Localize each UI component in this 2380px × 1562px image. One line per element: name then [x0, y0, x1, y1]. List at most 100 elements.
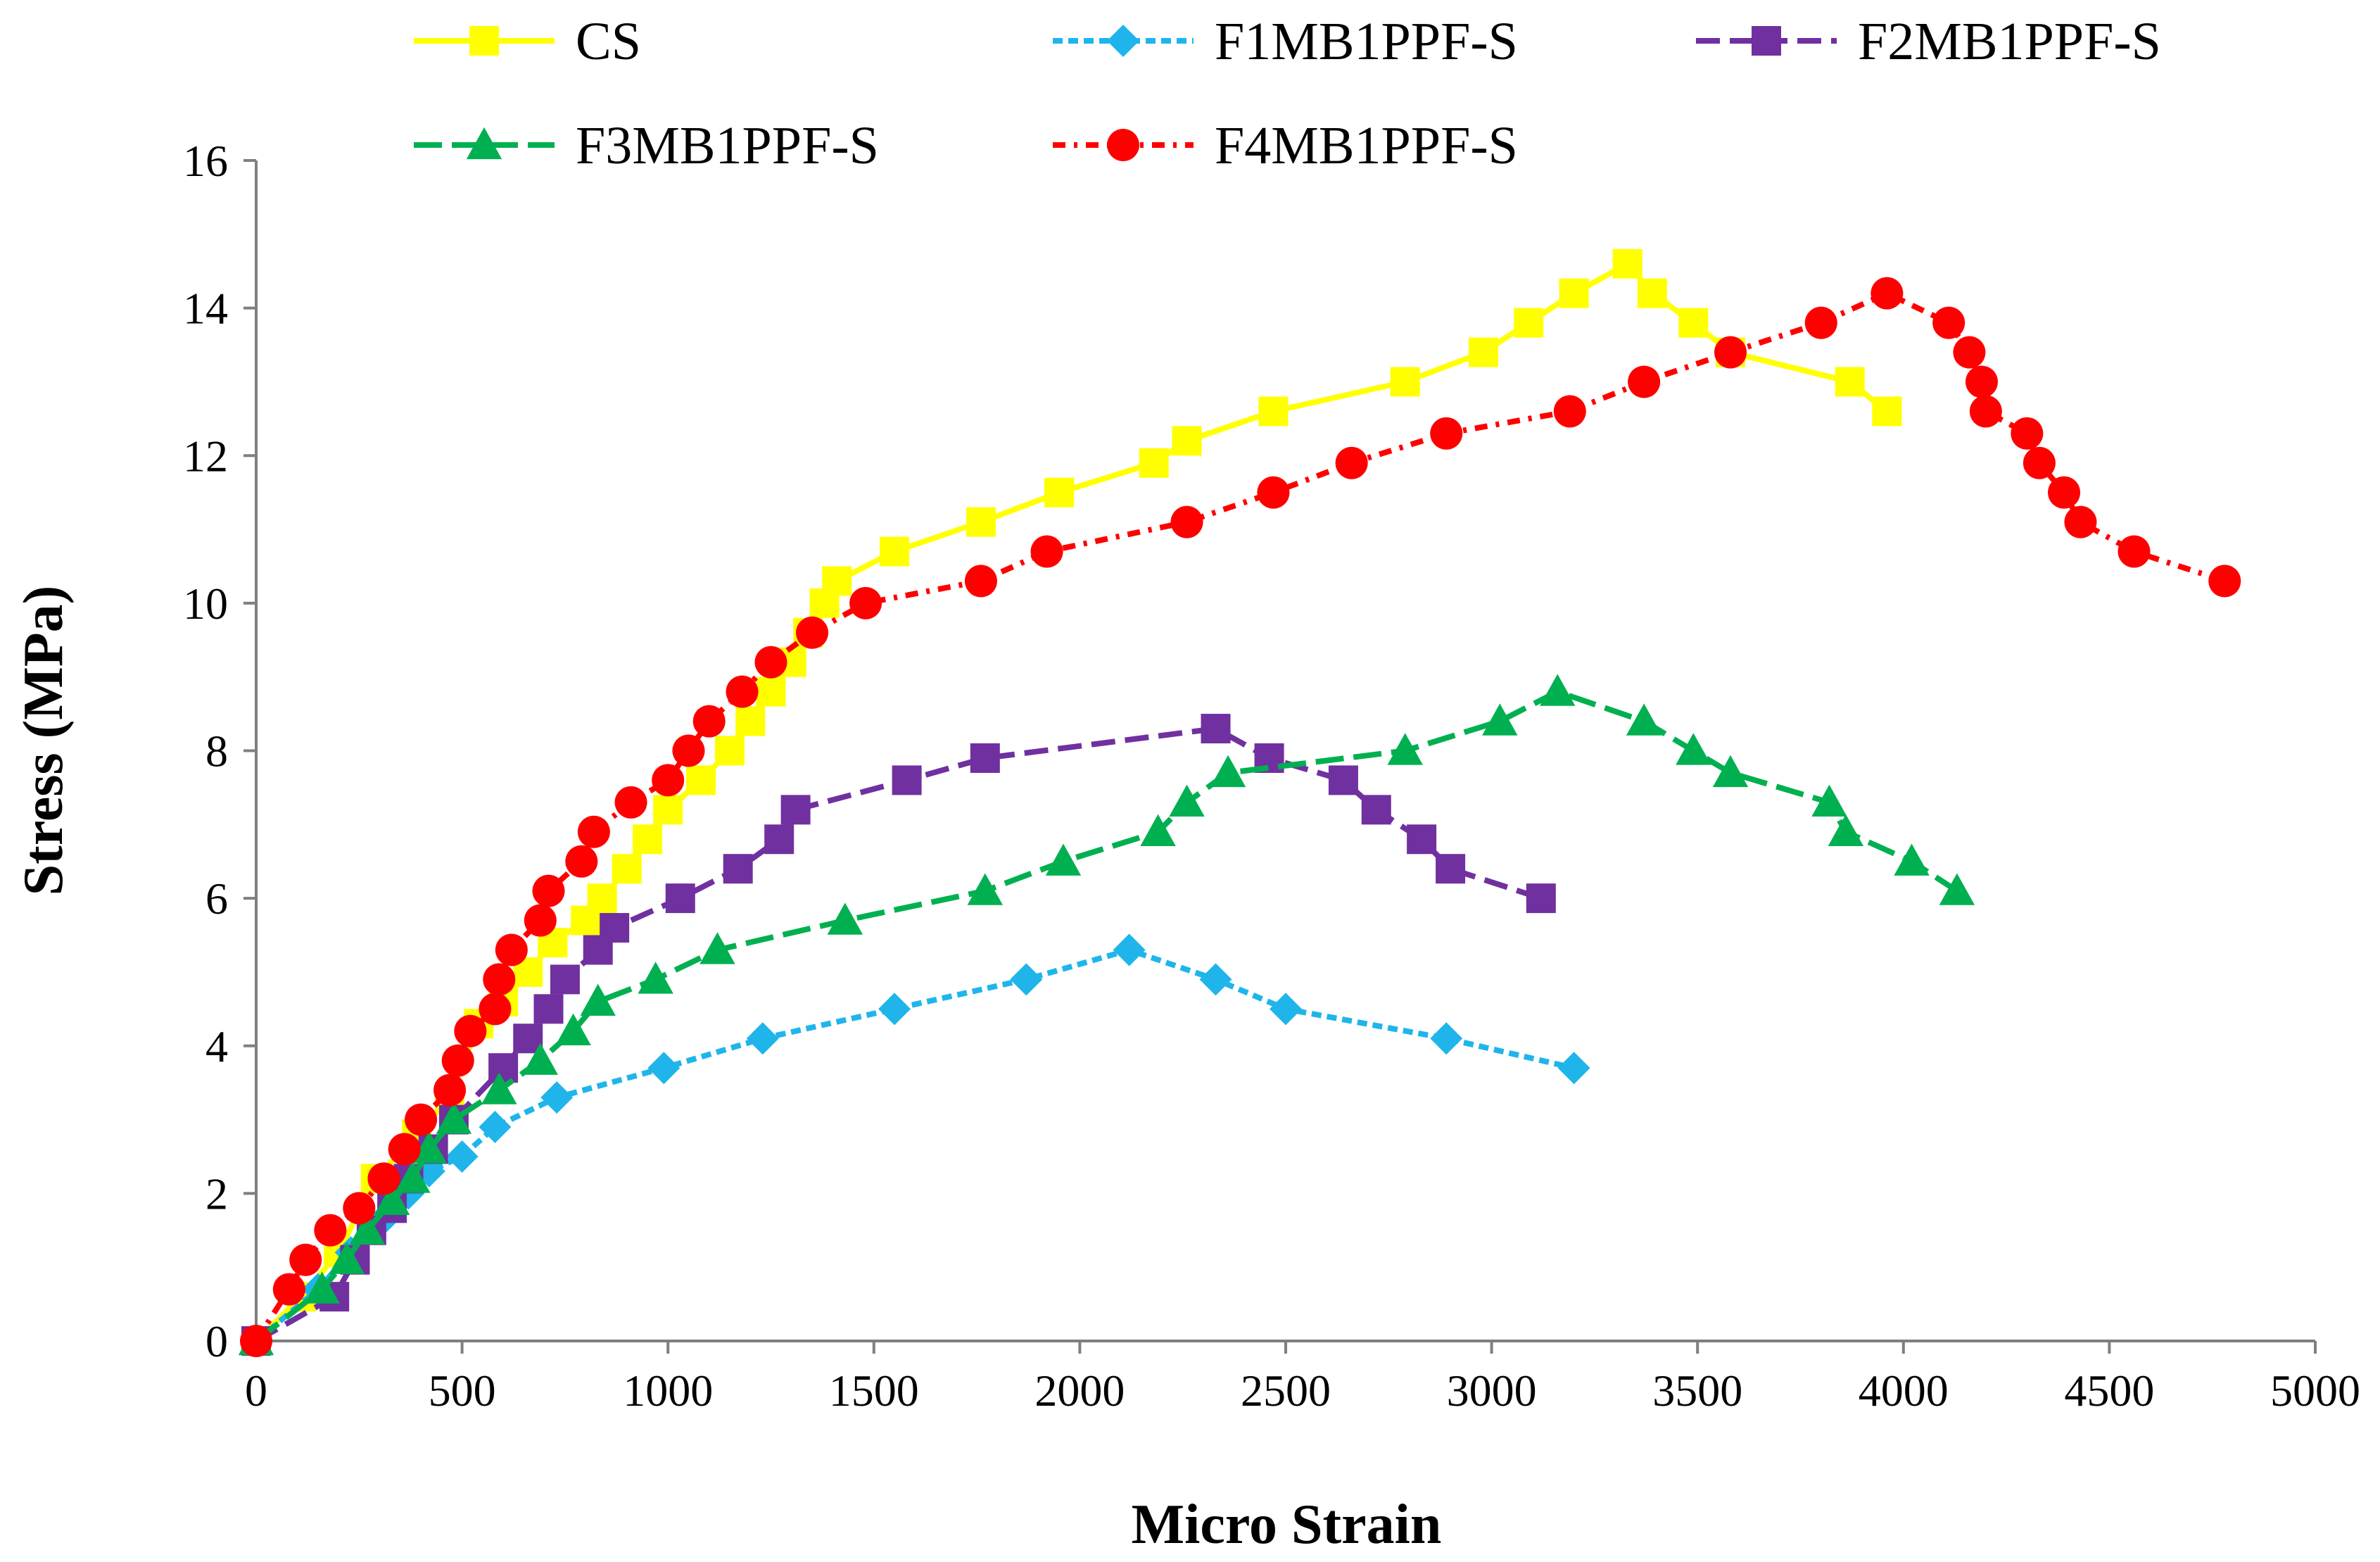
data-point-f4mb1ppf-s — [1553, 395, 1586, 428]
data-point-f2mb1ppf-s — [665, 883, 695, 914]
data-point-f3mb1ppf-s — [374, 1183, 410, 1216]
data-point-f2mb1ppf-s — [533, 994, 564, 1024]
data-point-f1mb1ppf-s — [1113, 933, 1146, 966]
data-point-f1mb1ppf-s — [1430, 1022, 1463, 1055]
data-point-cs — [756, 676, 786, 707]
x-tick-label: 3500 — [1652, 1366, 1742, 1416]
legend-label: F3MB1PPF-S — [576, 116, 879, 175]
legend-swatch-marker — [466, 127, 502, 160]
data-point-f3mb1ppf-s — [395, 1161, 431, 1193]
data-point-f1mb1ppf-s — [878, 993, 911, 1026]
data-point-cs — [587, 883, 617, 914]
legend-item-f3mb1ppf-s: F3MB1PPF-S — [414, 116, 879, 175]
data-point-f2mb1ppf-s — [600, 913, 630, 943]
data-point-f2mb1ppf-s — [780, 795, 811, 825]
x-tick-label: 4000 — [1859, 1366, 1949, 1416]
data-point-f4mb1ppf-s — [1030, 535, 1063, 568]
data-point-f4mb1ppf-s — [1965, 365, 1998, 398]
data-point-f3mb1ppf-s — [1169, 784, 1205, 817]
data-point-f4mb1ppf-s — [577, 815, 610, 848]
data-point-cs — [1637, 278, 1667, 308]
series-line-f3mb1ppf-s — [254, 688, 1959, 1344]
data-point-f4mb1ppf-s — [1969, 395, 2002, 428]
legend-swatch-marker — [469, 26, 499, 56]
data-point-cs — [1678, 308, 1709, 338]
data-point-f4mb1ppf-s — [964, 565, 997, 598]
data-point-cs — [653, 795, 683, 825]
legend-label: F1MB1PPF-S — [1215, 12, 1518, 71]
data-point-cs — [1872, 396, 1902, 427]
data-point-f3mb1ppf-s — [304, 1271, 340, 1304]
data-point-f4mb1ppf-s — [433, 1073, 467, 1107]
data-point-cs — [822, 566, 852, 596]
data-point-f3mb1ppf-s — [700, 932, 735, 964]
data-point-f4mb1ppf-s — [1804, 306, 1837, 339]
data-point-f4mb1ppf-s — [672, 734, 705, 767]
data-point-f1mb1ppf-s — [1557, 1052, 1590, 1085]
data-point-f3mb1ppf-s — [1482, 703, 1518, 736]
data-point-f4mb1ppf-s — [565, 845, 598, 878]
data-point-f4mb1ppf-s — [454, 1014, 487, 1047]
data-point-f4mb1ppf-s — [483, 963, 516, 996]
data-point-f1mb1ppf-s — [1010, 963, 1043, 996]
data-point-cs — [1390, 367, 1420, 397]
x-tick-label: 2500 — [1241, 1366, 1331, 1416]
data-point-f3mb1ppf-s — [522, 1043, 558, 1075]
y-tick-label: 14 — [183, 284, 228, 334]
data-point-f4mb1ppf-s — [849, 586, 882, 619]
data-point-f2mb1ppf-s — [1328, 765, 1358, 795]
data-point-cs — [1559, 278, 1589, 308]
x-tick-label: 1000 — [623, 1366, 713, 1416]
data-point-f3mb1ppf-s — [638, 962, 673, 994]
data-point-f3mb1ppf-s — [1828, 814, 1864, 846]
data-point-f4mb1ppf-s — [343, 1192, 376, 1225]
data-point-f3mb1ppf-s — [1140, 814, 1176, 846]
data-point-f4mb1ppf-s — [314, 1214, 347, 1247]
data-point-f4mb1ppf-s — [2023, 446, 2056, 479]
data-point-f4mb1ppf-s — [441, 1044, 474, 1077]
data-point-f4mb1ppf-s — [479, 993, 512, 1026]
data-point-f4mb1ppf-s — [367, 1162, 400, 1195]
data-point-f2mb1ppf-s — [1436, 854, 1466, 884]
data-point-f2mb1ppf-s — [488, 1053, 519, 1083]
y-tick-label: 8 — [205, 726, 228, 776]
data-point-cs — [1139, 448, 1169, 478]
legend-swatch-marker — [1107, 129, 1139, 161]
legend-label: F4MB1PPF-S — [1215, 116, 1518, 175]
data-point-cs — [735, 706, 766, 736]
data-point-f4mb1ppf-s — [289, 1243, 322, 1276]
legend-swatch-marker — [1107, 25, 1139, 57]
data-point-f2mb1ppf-s — [723, 854, 753, 884]
legend-swatch-marker — [1752, 26, 1781, 56]
x-tick-label: 0 — [245, 1366, 267, 1416]
data-point-cs — [1258, 396, 1289, 427]
data-point-f4mb1ppf-s — [2118, 535, 2151, 568]
data-point-f2mb1ppf-s — [1201, 714, 1231, 744]
data-point-f2mb1ppf-s — [892, 765, 922, 795]
data-point-f1mb1ppf-s — [647, 1052, 681, 1085]
y-tick-label: 6 — [205, 874, 228, 924]
data-point-f4mb1ppf-s — [2011, 417, 2044, 450]
x-axis-title: Micro Strain — [1132, 1494, 1442, 1556]
y-axis-title: Stress (MPa) — [13, 586, 75, 896]
y-tick-label: 2 — [205, 1169, 228, 1218]
y-tick-label: 10 — [183, 579, 228, 629]
data-point-f4mb1ppf-s — [240, 1325, 272, 1357]
y-tick-label: 16 — [183, 136, 228, 186]
y-tick-label: 0 — [205, 1316, 228, 1366]
data-point-f4mb1ppf-s — [272, 1273, 305, 1306]
data-point-cs — [1612, 248, 1642, 279]
data-point-cs — [612, 854, 642, 884]
data-point-f3mb1ppf-s — [1712, 755, 1749, 788]
data-point-f4mb1ppf-s — [524, 904, 557, 937]
data-point-f3mb1ppf-s — [1387, 733, 1423, 765]
data-point-f3mb1ppf-s — [1676, 733, 1711, 765]
data-point-f4mb1ppf-s — [1430, 417, 1463, 450]
data-point-f3mb1ppf-s — [1894, 843, 1930, 876]
data-point-f3mb1ppf-s — [411, 1131, 447, 1164]
legend-label: F2MB1PPF-S — [1858, 12, 2161, 71]
data-point-f3mb1ppf-s — [1626, 703, 1662, 736]
data-point-f4mb1ppf-s — [2048, 476, 2081, 509]
data-point-f4mb1ppf-s — [1335, 446, 1368, 479]
data-point-f3mb1ppf-s — [580, 983, 616, 1016]
